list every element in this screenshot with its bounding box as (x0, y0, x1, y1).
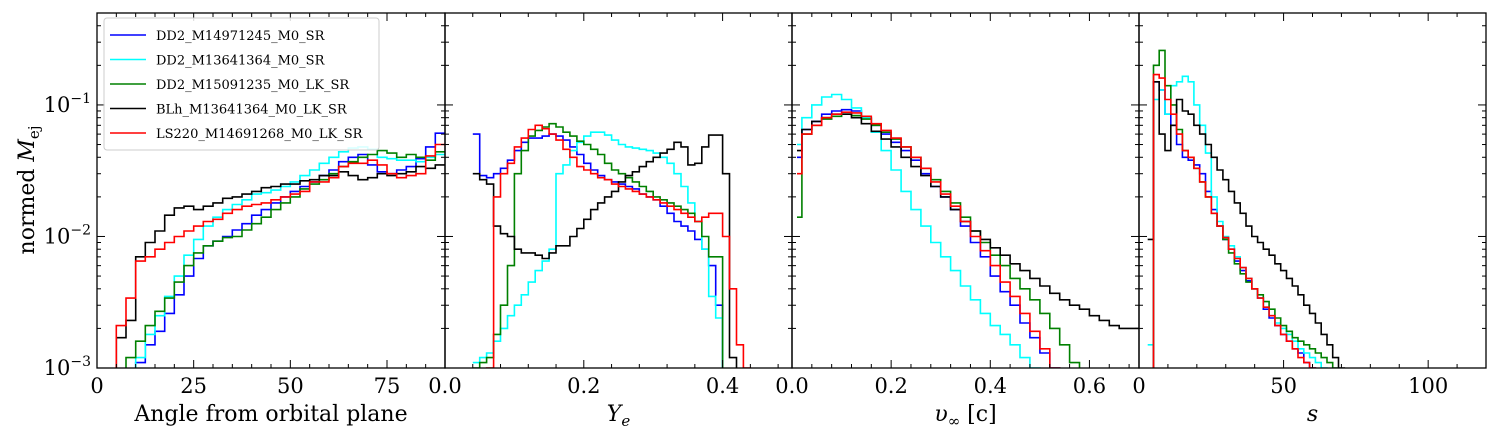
y-tick-label-exponent: −1 (70, 91, 91, 107)
series-group (115, 132, 445, 368)
x-tick-label: 0.0 (775, 374, 808, 398)
x-tick-label: 50 (1270, 374, 1297, 398)
x-tick-label: 0.0 (428, 374, 461, 398)
legend-label: BLh_M13641364_M0_LK_SR (156, 103, 348, 118)
x-axis-label-symbol: Y (607, 402, 624, 427)
y-tick-labels: 10−310−210−1 (44, 91, 91, 380)
series-line-3 (472, 122, 724, 368)
x-axis-label-symbol: υ (934, 402, 947, 427)
y-axis-label-symbol: M (15, 139, 40, 163)
x-tick-label: 0 (90, 374, 103, 398)
legend-box (103, 17, 380, 151)
panel-frame (1138, 12, 1487, 369)
x-axis-label-3: υ∞ [c] (934, 402, 996, 430)
series-line-4 (1147, 81, 1346, 368)
x-tick-label: 0 (1132, 374, 1145, 398)
series-line-2 (472, 131, 724, 368)
y-tick-label-exponent: −2 (70, 222, 91, 238)
legend-label: DD2_M15091235_M0_LK_SR (156, 78, 350, 93)
x-tick-label: 25 (180, 374, 207, 398)
series-line-5 (797, 111, 1061, 368)
series-group (797, 93, 1139, 368)
panel-2: 0.0 0.2 0.4 Ye (428, 12, 793, 430)
series-line-4 (115, 164, 445, 368)
legend-label: LS220_M14691268_M0_LK_SR (156, 127, 364, 142)
x-tick-label: 0.4 (974, 374, 1007, 398)
panel-3: 0.0 0.2 0.4 0.6 υ∞ [c] (775, 12, 1140, 430)
x-tick-label: 0.6 (1073, 374, 1106, 398)
legend-label: DD2_M14971245_M0_SR (156, 29, 326, 44)
panel-4: 0 50 100 s (1132, 12, 1487, 427)
series-line-1 (134, 132, 445, 368)
y-axis-label-text: normed (15, 162, 40, 255)
x-axis-label-unit: [c] (960, 402, 996, 427)
y-tick-label: 10−2 (44, 222, 91, 248)
y-tick-label-base: 10 (44, 93, 71, 117)
x-tick-label: 0.2 (874, 374, 907, 398)
x-tick-label: 50 (277, 374, 304, 398)
series-line-2 (134, 146, 445, 368)
series-line-3 (125, 149, 445, 368)
x-axis-label-subscript: ∞ (948, 412, 961, 430)
series-line-5 (1152, 73, 1317, 368)
y-tick-label-base: 10 (44, 224, 71, 248)
x-axis-label-subscript: e (621, 412, 630, 430)
series-line-3 (1152, 49, 1340, 368)
panel-frame (791, 12, 1140, 369)
x-tick-label: 100 (1408, 374, 1448, 398)
x-tick-label: 0.2 (567, 374, 600, 398)
legend-label: DD2_M13641364_M0_SR (156, 54, 326, 69)
y-tick-label: 10−1 (44, 91, 91, 117)
series-group (1147, 49, 1346, 368)
y-tick-label-exponent: −3 (70, 354, 91, 370)
y-tick-label-base: 10 (44, 356, 71, 380)
x-axis-label-1: Angle from orbital plane (133, 402, 407, 427)
panels: 0 25 50 75 Angle from orbital plane 0.0 0.2 0.4… (44, 12, 1487, 430)
x-tick-label: 0.4 (706, 374, 739, 398)
x-tick-label: 75 (374, 374, 401, 398)
series-line-5 (485, 124, 752, 368)
series-line-1 (797, 108, 1061, 368)
y-axis-label: normed Mej (15, 126, 43, 255)
y-tick-label: 10−3 (44, 354, 91, 380)
x-axis-label-4: s (1307, 402, 1318, 427)
legend: DD2_M14971245_M0_SR DD2_M13641364_M0_SR DD… (103, 17, 380, 151)
series-line-3 (797, 113, 1081, 368)
series-line-4 (797, 113, 1139, 330)
series-line-2 (797, 93, 1041, 368)
y-axis-label-subscript: ej (25, 126, 43, 140)
series-group (472, 122, 752, 368)
x-axis-label-2: Ye (607, 402, 631, 430)
series-line-5 (115, 143, 445, 368)
